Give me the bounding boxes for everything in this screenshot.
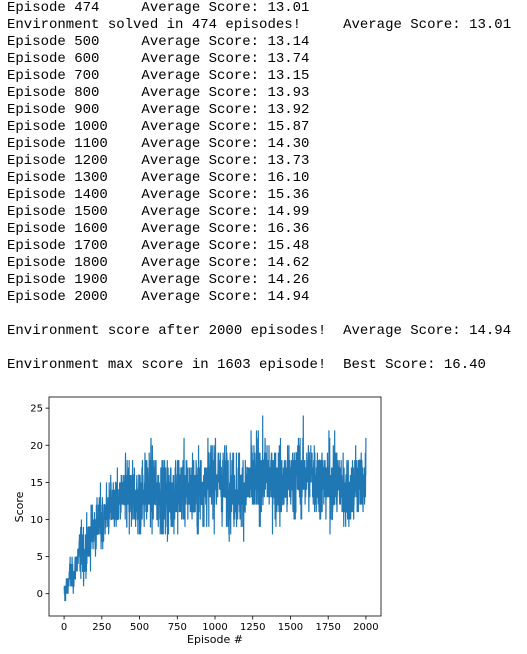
console-line-right: Average Score: 13.14 [99, 34, 309, 50]
console-line-right: Average Score: 14.99 [108, 204, 310, 220]
console-line-right: Average Score: 13.92 [99, 102, 309, 118]
console-line: Episode 1500 Average Score: 14.99 [7, 204, 527, 221]
console-line: Episode 2000 Average Score: 14.94 [7, 289, 527, 306]
console-line: Episode 1700 Average Score: 15.48 [7, 238, 527, 255]
blank-line [7, 306, 527, 323]
console-line-right: Average Score: 15.87 [108, 119, 310, 135]
console-line-left: Episode 1500 [7, 204, 108, 220]
console-line: Episode 1100 Average Score: 14.30 [7, 136, 527, 153]
max-score-line: Environment max score in 1603 episode! B… [7, 357, 527, 374]
console-line: Environment solved in 474 episodes! Aver… [7, 17, 527, 34]
console-line-right: Average Score: 13.74 [99, 51, 309, 67]
y-tick-label: 15 [30, 478, 43, 489]
console-line-right: Average Score: 14.26 [108, 272, 310, 288]
console-line-right: Average Score: 16.10 [108, 170, 310, 186]
summary-line: Environment score after 2000 episodes! A… [7, 323, 527, 340]
console-line-left: Episode 1600 [7, 221, 108, 237]
x-tick-label: 0 [61, 622, 67, 633]
console-line: Episode 900 Average Score: 13.92 [7, 102, 527, 119]
x-tick-label: 250 [92, 622, 111, 633]
console-line-left: Episode 1800 [7, 255, 108, 271]
console-line-right: Average Score: 15.36 [108, 187, 310, 203]
console-line-left: Environment solved in 474 episodes! [7, 17, 301, 33]
console-line-right: Average Score: 14.62 [108, 255, 310, 271]
console-line: Episode 1300 Average Score: 16.10 [7, 170, 527, 187]
console-output: Episode 474 Average Score: 13.01 Environm… [7, 0, 527, 374]
console-line-left: Episode 1100 [7, 136, 108, 152]
score-chart-svg: 0 250 500 750 1000 1250 1500 1750 2000 0 5 10 15 20 2… [0, 388, 400, 649]
console-line-left: Episode 2000 [7, 289, 108, 305]
console-line-left: Episode 600 [7, 51, 99, 67]
y-tick-label: 10 [30, 515, 43, 526]
y-axis-label: Score [13, 491, 26, 522]
console-line-right: Average Score: 14.30 [108, 136, 310, 152]
console-line-right: Average Score: 15.48 [108, 238, 310, 254]
console-line-left: Episode 1300 [7, 170, 108, 186]
console-line-right: Average Score: 14.94 [108, 289, 310, 305]
console-line-right: Average Score: 16.36 [108, 221, 310, 237]
console-line: Episode 800 Average Score: 13.93 [7, 85, 527, 102]
score-chart: 0 250 500 750 1000 1250 1500 1750 2000 0 5 10 15 20 2… [0, 388, 400, 649]
x-tick-label: 750 [168, 622, 187, 633]
x-tick-label: 2000 [353, 622, 378, 633]
x-tick-label: 500 [130, 622, 149, 633]
y-ticks: 0 5 10 15 20 25 [30, 404, 49, 601]
x-ticks: 0 250 500 750 1000 1250 1500 1750 2000 [61, 616, 379, 633]
console-line: Episode 500 Average Score: 13.14 [7, 34, 527, 51]
console-line: Episode 1000 Average Score: 15.87 [7, 119, 527, 136]
x-tick-label: 1250 [240, 622, 265, 633]
console-line-left: Episode 474 [7, 0, 99, 16]
console-line-left: Episode 1700 [7, 238, 108, 254]
console-line: Episode 474 Average Score: 13.01 [7, 0, 527, 17]
y-tick-label: 5 [37, 552, 43, 563]
x-tick-label: 1750 [315, 622, 340, 633]
console-line-right: Average Score: 13.15 [99, 68, 309, 84]
console-line: Episode 600 Average Score: 13.74 [7, 51, 527, 68]
console-line-left: Episode 1000 [7, 119, 108, 135]
console-line: Episode 1900 Average Score: 14.26 [7, 272, 527, 289]
x-axis-label: Episode # [187, 633, 243, 646]
console-line: Episode 1200 Average Score: 13.73 [7, 153, 527, 170]
console-line-left: Episode 800 [7, 85, 99, 101]
y-tick-label: 0 [37, 589, 43, 600]
y-tick-label: 20 [30, 441, 43, 452]
console-line-right: Average Score: 13.01 [99, 0, 309, 16]
y-tick-label: 25 [30, 404, 43, 415]
console-line-right: Average Score: 13.73 [108, 153, 310, 169]
console-line-right: Average Score: 13.93 [99, 85, 309, 101]
console-line-left: Episode 1400 [7, 187, 108, 203]
blank-line [7, 340, 527, 357]
console-line-left: Episode 900 [7, 102, 99, 118]
console-line: Episode 700 Average Score: 13.15 [7, 68, 527, 85]
console-line-left: Episode 700 [7, 68, 99, 84]
console-line-right: Average Score: 13.01 [301, 17, 511, 33]
console-line-left: Episode 1900 [7, 272, 108, 288]
summary-line-left: Environment score after 2000 episodes! [7, 323, 326, 339]
x-tick-label: 1500 [278, 622, 303, 633]
max-score-line-right: Best Score: 16.40 [326, 357, 486, 373]
x-tick-label: 1000 [202, 622, 227, 633]
console-line: Episode 1400 Average Score: 15.36 [7, 187, 527, 204]
console-line: Episode 1600 Average Score: 16.36 [7, 221, 527, 238]
console-line: Episode 1800 Average Score: 14.62 [7, 255, 527, 272]
console-line-left: Episode 1200 [7, 153, 108, 169]
console-line-left: Episode 500 [7, 34, 99, 50]
summary-line-right: Average Score: 14.94 [326, 323, 511, 339]
max-score-line-left: Environment max score in 1603 episode! [7, 357, 326, 373]
